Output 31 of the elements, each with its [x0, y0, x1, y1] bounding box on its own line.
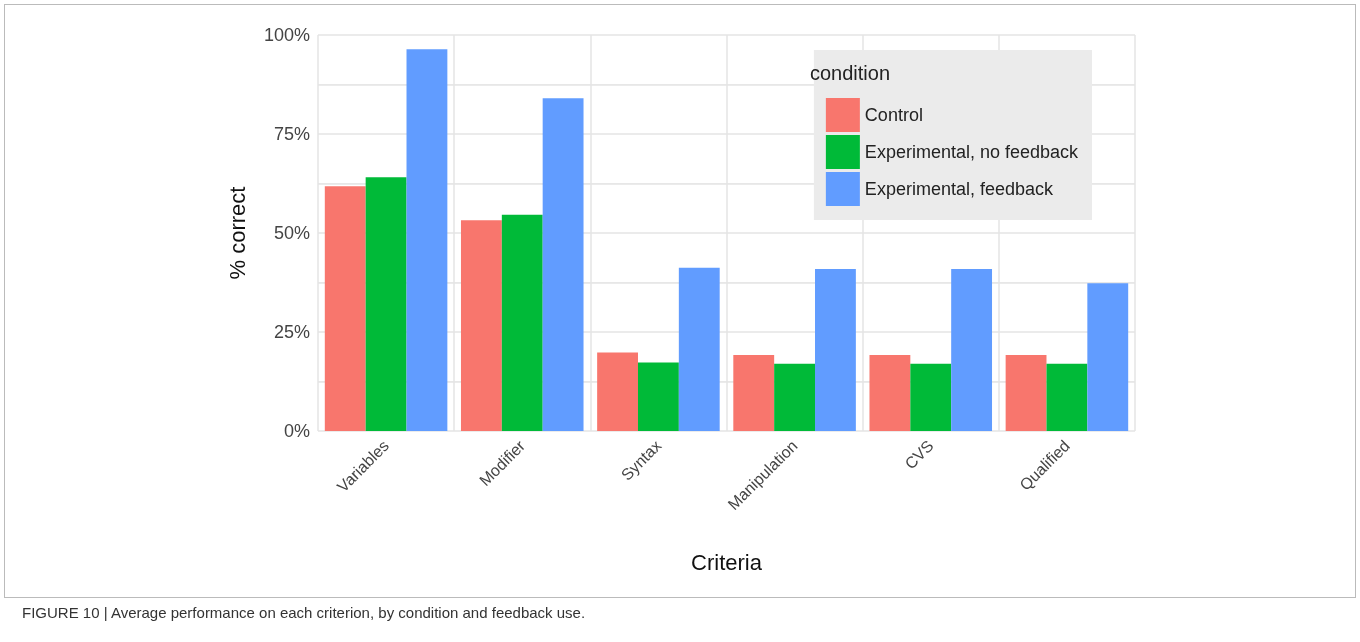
bar — [1087, 283, 1129, 431]
bar — [910, 363, 952, 431]
x-axis-title: Criteria — [691, 549, 763, 575]
bar — [951, 269, 993, 431]
y-axis-title: % correct — [224, 186, 250, 280]
bar — [597, 352, 638, 431]
legend-label: Experimental, no feedback — [864, 142, 1079, 162]
y-tick-label: 75% — [273, 124, 310, 144]
bar — [542, 98, 584, 431]
bar — [406, 49, 448, 431]
legend-label: Experimental, feedback — [864, 179, 1054, 199]
bar — [1005, 354, 1047, 431]
bar — [365, 177, 407, 431]
x-tick-label: CVS — [901, 436, 937, 473]
bar — [815, 269, 856, 431]
bar — [774, 363, 816, 431]
bar — [324, 186, 366, 431]
legend-title: condition — [810, 62, 891, 84]
bar — [869, 354, 911, 431]
legend-label: Control — [864, 105, 923, 125]
bar — [678, 267, 720, 431]
bar — [733, 354, 775, 431]
y-tick-label: 25% — [273, 322, 310, 342]
caption: FIGURE 10 | Average performance on each criterion, by condition and feedback use. — [22, 604, 586, 621]
bar — [1046, 363, 1088, 431]
bar — [637, 362, 679, 431]
bar — [460, 220, 502, 431]
y-tick-label: 100% — [263, 25, 310, 45]
bar — [501, 214, 543, 431]
y-tick-label: 0% — [283, 421, 310, 441]
y-tick-label: 50% — [273, 223, 310, 243]
